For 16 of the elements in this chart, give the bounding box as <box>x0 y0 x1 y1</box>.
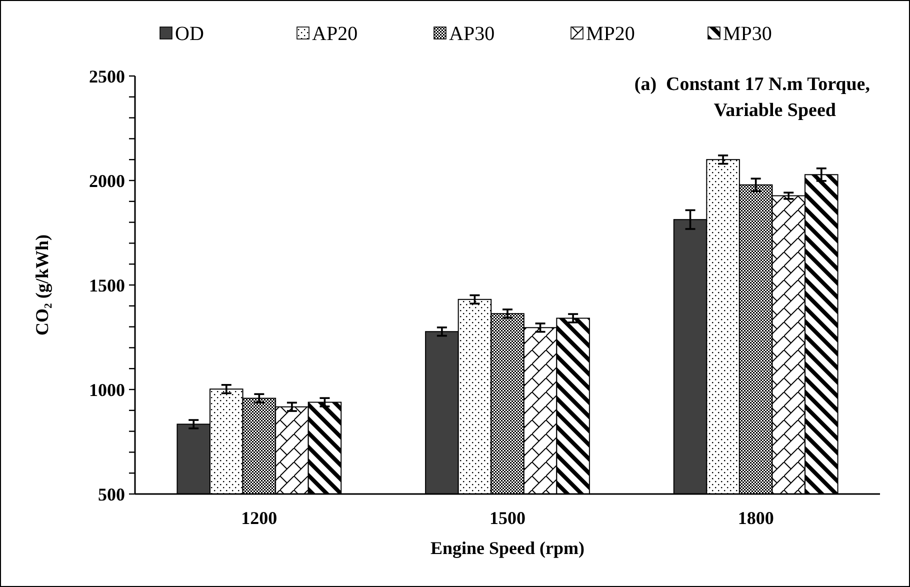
legend-label: OD <box>175 23 204 45</box>
legend-label: AP20 <box>312 23 358 45</box>
x-tick-label: 1500 <box>490 508 526 528</box>
x-axis-title: Engine Speed (rpm) <box>430 538 585 558</box>
y-axis-title: CO₂ (g/kWh) <box>32 234 52 336</box>
y-tick-label: 2000 <box>89 170 125 191</box>
x-tick-label: 1800 <box>738 508 774 528</box>
legend-label: MP20 <box>586 23 635 45</box>
y-tick-label: 2500 <box>89 66 125 86</box>
legend-label: MP30 <box>723 23 772 45</box>
y-tick-label: 1000 <box>89 380 125 400</box>
y-tick-label: 1500 <box>89 275 125 296</box>
x-tick-label: 1200 <box>241 508 278 528</box>
legend-label: AP30 <box>449 23 495 45</box>
y-tick-label: 500 <box>98 484 125 504</box>
text: (a) Constant 17 N.m Torque, Variable Speed <box>634 74 870 121</box>
